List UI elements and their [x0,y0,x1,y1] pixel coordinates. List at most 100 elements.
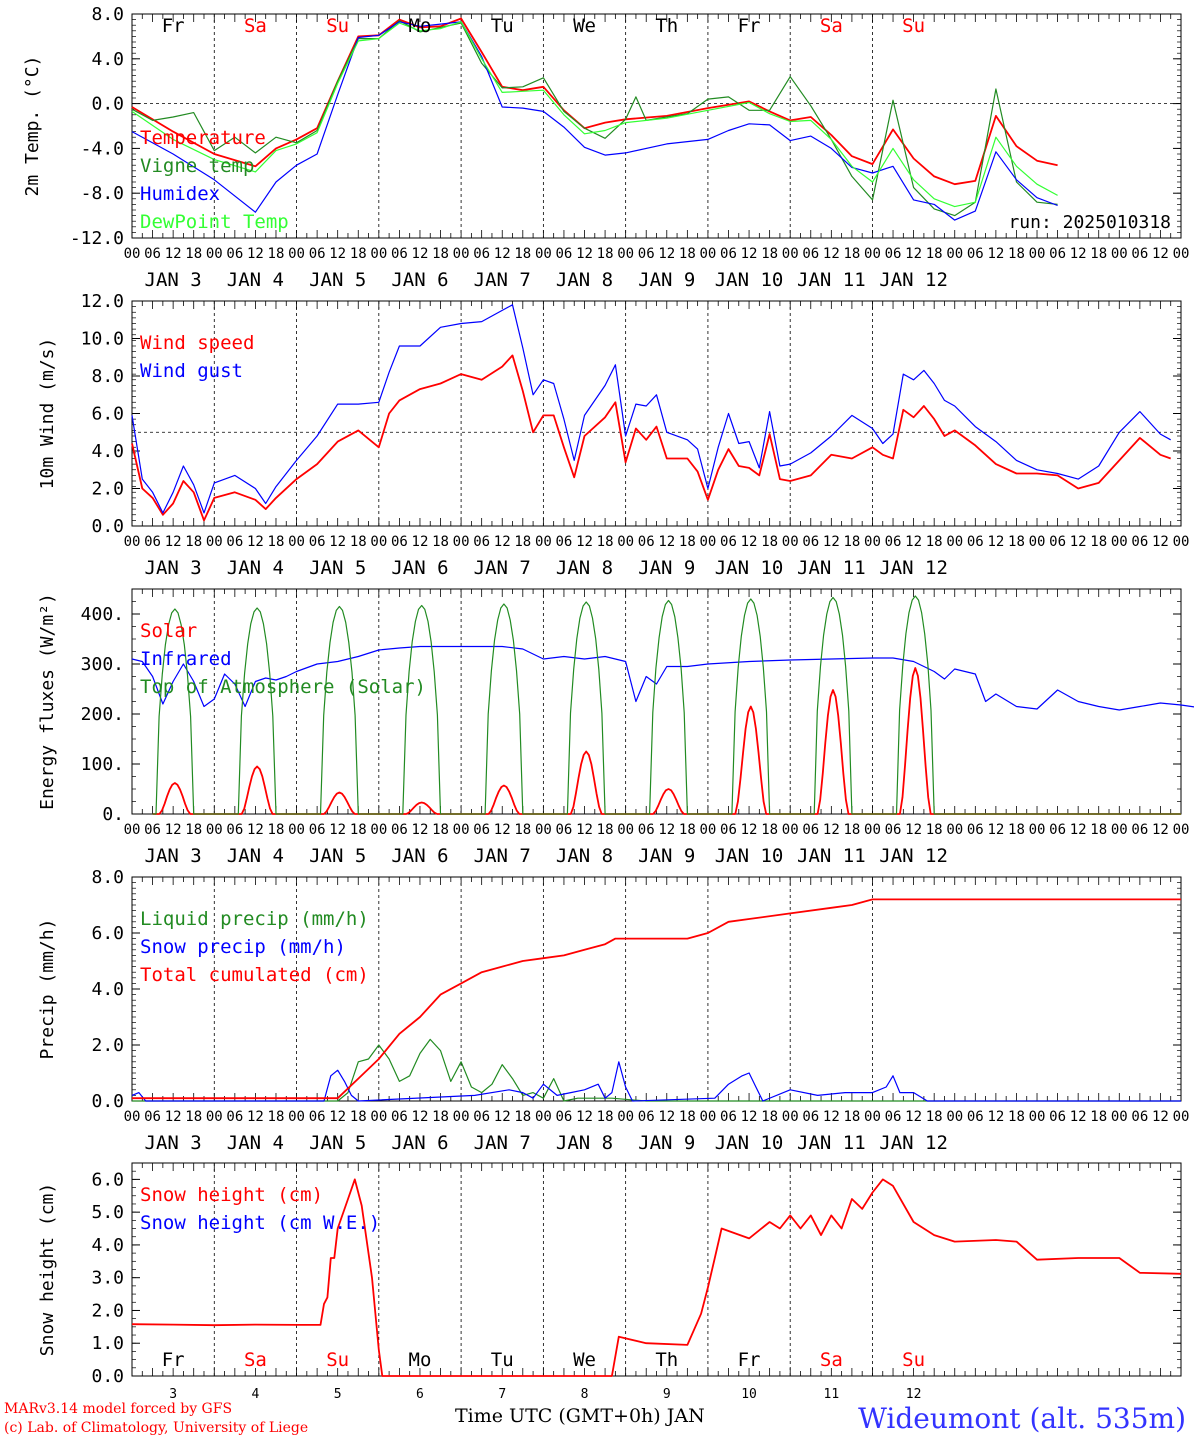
x-hour-label: 12 [823,534,840,550]
x-hour-label: 18 [679,534,696,550]
run-label: run: 2025010318 [1008,212,1171,233]
model-credit-line2: (c) Lab. of Climatology, University of L… [4,1420,309,1436]
x-hour-label: 18 [761,822,778,838]
x-hour-label: 06 [226,822,243,838]
y-tick-label: 8.0 [91,867,124,888]
x-hour-label: 18 [926,1109,943,1125]
x-hour-label: 06 [391,534,408,550]
x-hour-label: 06 [720,246,737,262]
panel-1: 2m Temp. (°C) [22,13,1182,239]
x-hour-label: 06 [1131,246,1148,262]
x-hour-label: 00 [370,246,387,262]
x-hour-label: 06 [391,822,408,838]
x-hour-label: 00 [370,822,387,838]
x-hour-label: 18 [597,1109,614,1125]
x-date-label: JAN 12 [879,269,948,291]
legend-entry: Top of Atmosphere (Solar) [140,676,426,698]
y-tick-label: 300. [81,654,124,675]
x-hour-label: 00 [1173,246,1190,262]
x-date-label: JAN 3 [145,1132,202,1154]
x-hour-label: 06 [720,822,737,838]
panel-frame [131,300,1182,527]
x-hour-label: 18 [843,534,860,550]
x-date-label: JAN 7 [474,1132,531,1154]
series-line-snow-precip-mm-h- [131,1061,1181,1102]
x-hour-label: 06 [226,534,243,550]
legend-entry: Snow height (cm W.E.) [140,1212,380,1234]
y-tick-label: 6.0 [91,923,124,944]
series-line-wind-speed [131,354,1172,522]
x-hour-label: 12 [329,822,346,838]
x-date-label: 11 [824,1387,840,1402]
y-axis-label: 10m Wind (m/s) [37,338,58,490]
x-hour-label: 00 [453,534,470,550]
x-hour-label: 00 [124,534,141,550]
x-hour-label: 12 [329,534,346,550]
x-hour-label: 00 [864,822,881,838]
x-hour-label: 12 [658,246,675,262]
x-hour-label: 12 [412,246,429,262]
x-date-label: JAN 5 [309,1132,366,1154]
x-date-label: 5 [334,1387,342,1402]
series-line-humidex [131,21,1058,221]
x-hour-label: 00 [617,246,634,262]
x-hour-label: 12 [412,1109,429,1125]
x-hour-label: 06 [473,822,490,838]
y-tick-label: 10.0 [81,329,124,350]
x-hour-label: 12 [247,534,264,550]
weekday-label: Fr [738,15,761,37]
x-hour-label: 06 [885,246,902,262]
legend-entry: Humidex [140,183,220,205]
weekday-label: Fr [162,1349,185,1371]
x-hour-label: 18 [268,1109,285,1125]
x-hour-label: 18 [514,1109,531,1125]
x-hour-label: 12 [494,822,511,838]
x-date-label: 9 [663,1387,671,1402]
x-date-label: JAN 4 [227,845,284,867]
x-hour-label: 18 [679,246,696,262]
x-hour-label: 12 [1152,534,1169,550]
x-date-label: 10 [741,1387,757,1402]
x-hour-label: 00 [288,1109,305,1125]
x-hour-label: 00 [699,534,716,550]
y-tick-label: -12.0 [70,228,124,249]
x-hour-label: 18 [185,1109,202,1125]
x-date-label: JAN 6 [391,1132,448,1154]
x-hour-label: 12 [247,822,264,838]
weekday-label: Sa [820,1349,843,1371]
x-hour-label: 00 [1029,822,1046,838]
x-date-label: JAN 9 [638,1132,695,1154]
x-hour-label: 18 [597,822,614,838]
x-hour-label: 18 [1008,534,1025,550]
x-hour-label: 06 [391,1109,408,1125]
x-hour-label: 00 [535,1109,552,1125]
x-hour-label: 00 [124,1109,141,1125]
x-date-label: 7 [498,1387,506,1402]
x-hour-label: 06 [556,1109,573,1125]
x-hour-label: 06 [967,822,984,838]
weekday-label: Sa [820,15,843,37]
x-hour-label: 18 [268,246,285,262]
series-line-snow-height-cm- [131,1178,1182,1377]
legend-entry: Wind gust [140,360,243,382]
x-hour-label: 18 [350,534,367,550]
y-tick-label: 2.0 [91,479,124,500]
y-tick-label: 400. [81,604,124,625]
weekday-label: We [573,15,596,37]
x-hour-label: 00 [124,822,141,838]
x-hour-label: 00 [453,246,470,262]
x-hour-label: 18 [1090,1109,1107,1125]
x-hour-label: 12 [741,246,758,262]
x-hour-label: 18 [761,246,778,262]
series-line-liquid-precip-mm-h- [132,1038,1181,1102]
x-hour-label: 12 [741,534,758,550]
x-hour-label: 12 [576,1109,593,1125]
x-hour-label: 00 [370,1109,387,1125]
weekday-label: Th [655,15,678,37]
weekday-label: Su [326,15,349,37]
x-hour-label: 00 [288,246,305,262]
x-date-label: 6 [416,1387,424,1402]
x-date-label: 3 [169,1387,177,1402]
x-date-label: JAN 3 [145,557,202,579]
